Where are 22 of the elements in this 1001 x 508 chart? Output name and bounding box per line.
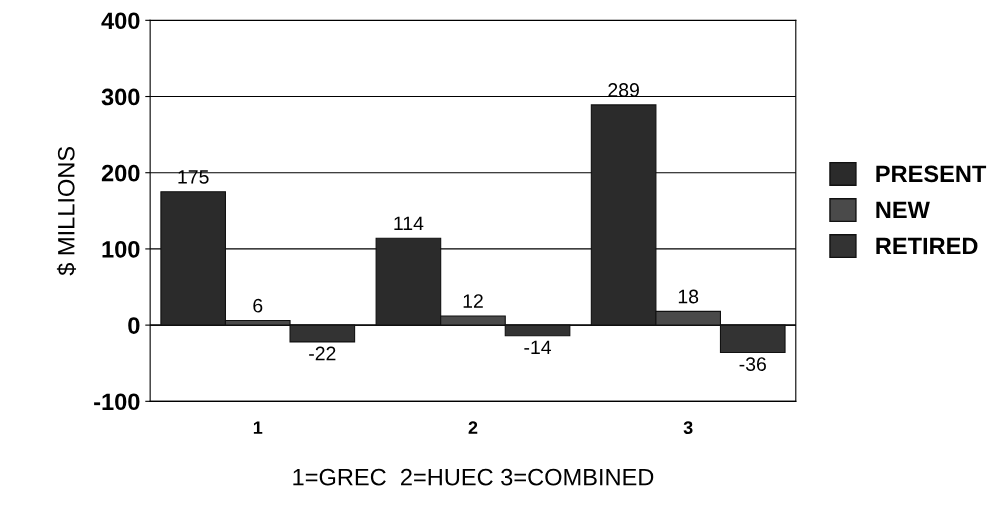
data-label: -22 xyxy=(309,346,336,361)
x-tick-label: 1 xyxy=(253,421,263,434)
data-label: -36 xyxy=(739,357,766,371)
y-tick-label: 100 xyxy=(102,240,140,258)
data-label: 114 xyxy=(394,216,424,231)
x-axis-title: 1=GREC 2=HUEC 3=COMBINED xyxy=(293,468,654,486)
y-tick-label: 200 xyxy=(101,164,140,182)
x-tick-label: 2 xyxy=(468,421,478,434)
y-tick-label: -100 xyxy=(94,393,140,411)
data-label: 6 xyxy=(253,298,263,313)
data-label: 12 xyxy=(463,294,483,308)
data-label: 175 xyxy=(178,170,209,184)
data-label: 18 xyxy=(678,289,699,304)
x-tick-label: 3 xyxy=(683,421,693,435)
y-axis-title: $ MILLIONS xyxy=(56,146,77,276)
data-label: -14 xyxy=(524,340,552,355)
legend-label: RETIRED xyxy=(876,237,978,255)
y-tick-label: 0 xyxy=(128,317,140,334)
y-tick-label: 400 xyxy=(101,12,140,30)
legend-label: PRESENT xyxy=(876,165,987,183)
y-tick-label: 300 xyxy=(101,88,140,106)
legend-label: NEW xyxy=(876,201,930,219)
